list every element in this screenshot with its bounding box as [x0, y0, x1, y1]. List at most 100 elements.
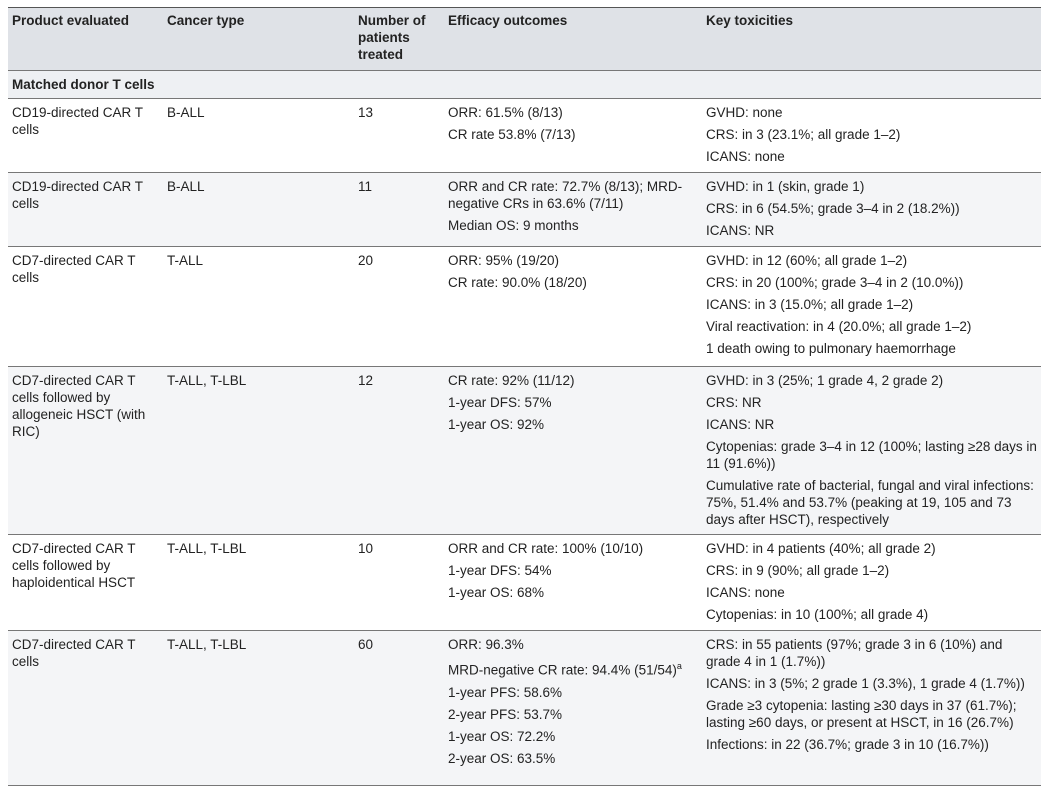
cell-text: 13 [358, 105, 374, 120]
table-cell: ORR: 95% (19/20) CR rate: 90.0% (18/20) [444, 247, 702, 366]
list-item: ORR: 96.3% [448, 637, 524, 652]
table-cell: GVHD: in 4 patients (40%; all grade 2) CR… [702, 535, 1041, 630]
list-item: 2-year PFS: 53.7% [448, 706, 563, 722]
table-cell: GVHD: in 12 (60%; all grade 1–2) CRS: in … [702, 247, 1041, 366]
header-cell: Efficacy outcomes [444, 8, 702, 70]
cell-text: 20 [358, 253, 374, 268]
table-row: CD7-directed CAR T cells T-ALL, T-LBL 60 OR… [8, 631, 1041, 786]
cell-text: 12 [358, 373, 374, 388]
list-item: CRS: in 9 (90%; all grade 1–2) [706, 563, 890, 578]
table-row: CD19-directed CAR T cells B-ALL 13 ORR: 61.… [8, 99, 1041, 173]
cell-text: T-ALL, T-LBL [167, 637, 247, 652]
cell-text: B-ALL [167, 105, 205, 120]
list-item: ICANS: in 3 (5%; 2 grade 1 (3.3%), 1 gra… [706, 676, 1025, 691]
table-cell: T-ALL, T-LBL [163, 631, 354, 785]
list-item: ORR: 61.5% (8/13) [448, 105, 563, 120]
list-item: CRS: in 3 (23.1%; all grade 1–2) [706, 127, 901, 142]
table-cell: 60 [354, 631, 444, 785]
table-row: CD7-directed CAR T cells followed by hap… [8, 535, 1041, 631]
list-item: MRD-negative CR rate: 94.4% (51/54)a [448, 658, 698, 679]
list-item: 2-year OS: 63.5% [448, 750, 556, 766]
list-item: 1-year OS: 68% [448, 585, 545, 600]
header-text: Efficacy outcomes [448, 13, 568, 28]
header-cell: Product evaluated [8, 8, 163, 70]
list-item: CR rate: 92% (11/12) [448, 373, 575, 388]
table-cell: ORR and CR rate: 72.7% (8/13); MRD-negat… [444, 173, 702, 246]
table-cell: 10 [354, 535, 444, 630]
list-item: 1 death owing to pulmonary haemorrhage [706, 341, 956, 356]
table-cell: B-ALL [163, 99, 354, 172]
table-cell: B-ALL [163, 173, 354, 246]
table-cell: CD7-directed CAR T cells followed by hap… [8, 535, 163, 630]
list-item: GVHD: in 3 (25%; 1 grade 4, 2 grade 2) [706, 373, 944, 388]
table-cell: CD19-directed CAR T cells [8, 99, 163, 172]
list-item: GVHD: in 12 (60%; all grade 1–2) [706, 253, 908, 268]
table-cell: T-ALL, T-LBL [163, 367, 354, 534]
table-cell: CR rate: 92% (11/12) 1-year DFS: 57% 1-yea… [444, 367, 702, 534]
list-item: GVHD: in 4 patients (40%; all grade 2) [706, 541, 936, 556]
list-item: GVHD: in 1 (skin, grade 1) [706, 179, 865, 194]
header-text: Number of patients treated [358, 13, 426, 62]
list-item: ICANS: in 3 (15.0%; all grade 1–2) [706, 297, 914, 312]
list-item: 1-year OS: 92% [448, 417, 545, 432]
list-item: CR rate 53.8% (7/13) [448, 127, 576, 142]
table-cell: 12 [354, 367, 444, 534]
list-item: CR rate: 90.0% (18/20) [448, 275, 587, 290]
list-item: 1-year DFS: 57% [448, 395, 552, 410]
list-item: ICANS: NR [706, 223, 775, 238]
cell-text: CD7-directed CAR T cells followed by all… [12, 373, 146, 439]
list-item: Infections: in 22 (36.7%; grade 3 in 10 … [706, 737, 989, 752]
header-cell: Key toxicities [702, 8, 1041, 70]
cell-text: CD7-directed CAR T cells [12, 253, 136, 285]
cell-text: 60 [358, 637, 374, 652]
list-item: 1-year OS: 72.2% [448, 728, 556, 744]
list-item: ORR and CR rate: 72.7% (8/13); MRD-negat… [448, 179, 683, 211]
table-cell: T-ALL [163, 247, 354, 366]
table-cell: GVHD: in 3 (25%; 1 grade 4, 2 grade 2) CR… [702, 367, 1041, 534]
table: Product evaluated Cancer type Number of pa… [8, 7, 1041, 786]
header-text: Product evaluated [12, 13, 130, 28]
cell-text: 11 [358, 179, 373, 194]
table-cell: ORR: 96.3% MRD-negative CR rate: 94.4% (5… [444, 631, 702, 785]
list-item: Cytopenias: grade 3–4 in 12 (100%; lasti… [706, 439, 1037, 471]
cell-text: T-ALL, T-LBL [167, 373, 247, 388]
header-text: Cancer type [167, 13, 245, 28]
list-item: Grade ≥3 cytopenia: lasting ≥30 days in … [706, 698, 1017, 730]
list-item: CRS: in 6 (54.5%; grade 3–4 in 2 (18.2%)… [706, 201, 960, 216]
cell-text: CD19-directed CAR T cells [12, 105, 143, 137]
cell-text: T-ALL [167, 253, 204, 268]
cell-text: 10 [358, 541, 374, 556]
list-item: ICANS: none [706, 149, 785, 164]
table-cell: 20 [354, 247, 444, 366]
list-item: GVHD: none [706, 105, 783, 120]
list-item: CRS: NR [706, 395, 762, 410]
list-item: ORR and CR rate: 100% (10/10) [448, 541, 644, 556]
list-item: CRS: in 55 patients (97%; grade 3 in 6 (… [706, 637, 1003, 669]
list-item: CRS: in 20 (100%; grade 3–4 in 2 (10.0%)… [706, 275, 964, 290]
list-item: Cytopenias: in 10 (100%; all grade 4) [706, 607, 929, 622]
list-item: Cumulative rate of bacterial, fungal and… [706, 478, 1034, 527]
table-cell: CD19-directed CAR T cells [8, 173, 163, 246]
list-item: 1-year DFS: 54% [448, 563, 552, 578]
table-cell: CD7-directed CAR T cells [8, 247, 163, 366]
header-cell: Cancer type [163, 8, 354, 70]
cell-text: CD19-directed CAR T cells [12, 179, 143, 211]
cell-text: CD7-directed CAR T cells followed by hap… [12, 541, 136, 590]
header-row: Product evaluated Cancer type Number of pa… [8, 8, 1041, 71]
table-row: CD19-directed CAR T cells B-ALL 11 ORR and … [8, 173, 1041, 247]
table-cell: CRS: in 55 patients (97%; grade 3 in 6 (… [702, 631, 1041, 785]
list-item: ICANS: none [706, 585, 785, 600]
cell-text: T-ALL, T-LBL [167, 541, 247, 556]
cell-text: B-ALL [167, 179, 205, 194]
list-item: ORR: 95% (19/20) [448, 253, 560, 268]
section-row: Matched donor T cells [8, 71, 1041, 99]
table-cell: ORR: 61.5% (8/13) CR rate 53.8% (7/13) [444, 99, 702, 172]
list-item: ICANS: NR [706, 417, 775, 432]
table-cell: ORR and CR rate: 100% (10/10) 1-year DFS:… [444, 535, 702, 630]
item-text: MRD-negative CR rate: 94.4% (51/54) [448, 662, 677, 678]
table-row: CD7-directed CAR T cells followed by all… [8, 367, 1041, 535]
table-cell: GVHD: in 1 (skin, grade 1) CRS: in 6 (54.… [702, 173, 1041, 246]
list-item: 1-year PFS: 58.6% [448, 684, 563, 700]
table-cell: GVHD: none CRS: in 3 (23.1%; all grade 1–… [702, 99, 1041, 172]
